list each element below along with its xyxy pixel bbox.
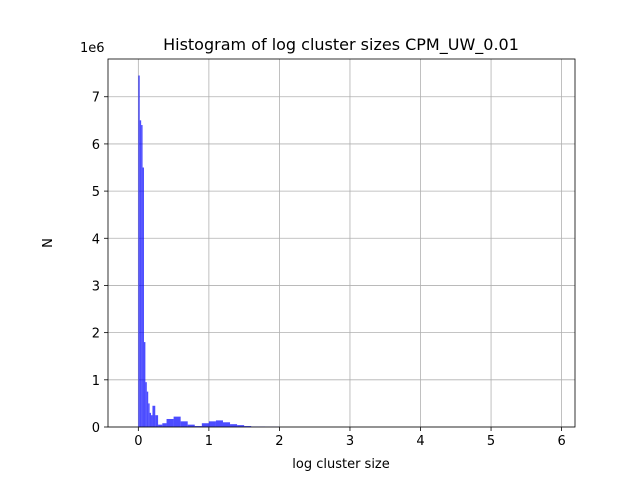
bar	[201, 423, 209, 427]
x-axis-label: log cluster size	[292, 457, 390, 472]
bar	[143, 342, 146, 427]
bar	[215, 420, 223, 427]
x-tick-label: 4	[416, 434, 424, 449]
bar	[237, 425, 245, 427]
plot-frame	[107, 58, 576, 428]
y-tick-label: 0	[92, 421, 100, 436]
bar	[138, 75, 140, 427]
bar	[187, 424, 195, 427]
bar	[155, 415, 159, 427]
y-tick-label: 4	[92, 232, 100, 247]
chart-title: Histogram of log cluster sizes CPM_UW_0.…	[163, 35, 519, 55]
y-tick-label: 7	[92, 91, 100, 106]
bar	[158, 424, 163, 427]
bar	[230, 424, 238, 427]
y-offset-label: 1e6	[80, 41, 105, 56]
bar	[180, 421, 188, 427]
bar	[162, 423, 167, 427]
bar	[152, 405, 156, 427]
x-tick-label: 1	[205, 434, 213, 449]
bar	[139, 120, 142, 427]
x-tick-label: 5	[487, 434, 495, 449]
x-tick-label: 0	[134, 434, 142, 449]
bar	[222, 422, 231, 427]
bar	[194, 426, 202, 427]
bar	[145, 382, 147, 427]
x-tick-label: 6	[557, 434, 565, 449]
y-axis-label: N	[41, 238, 56, 248]
y-tick-label: 5	[92, 185, 100, 200]
y-tick-label: 3	[92, 279, 100, 294]
bar	[244, 426, 252, 427]
y-tick-label: 1	[92, 374, 100, 389]
x-tick-label: 2	[275, 434, 283, 449]
x-tick-label: 3	[346, 434, 354, 449]
bar	[141, 125, 143, 428]
y-tick-label: 2	[92, 327, 100, 342]
bar	[149, 412, 152, 427]
bar	[208, 421, 216, 427]
y-tick-label: 6	[92, 138, 100, 153]
bar	[142, 167, 144, 427]
bar	[146, 391, 149, 427]
bar	[148, 403, 150, 427]
bar	[166, 418, 174, 427]
bar	[173, 416, 181, 427]
bar	[151, 415, 153, 427]
